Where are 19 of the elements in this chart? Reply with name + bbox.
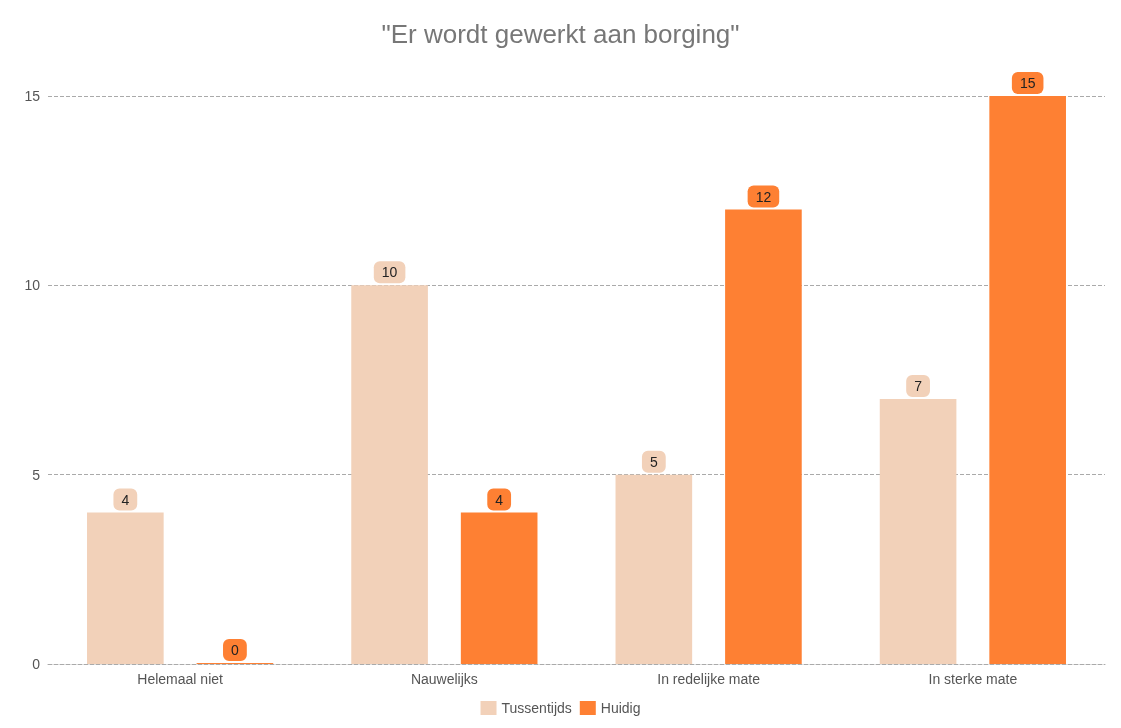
legend-label: Tussentijds <box>501 700 572 716</box>
data-label: 10 <box>381 264 398 281</box>
data-label: 15 <box>1019 75 1036 91</box>
data-label: 4 <box>121 491 130 508</box>
data-label: 5 <box>649 453 658 470</box>
y-tick-label: 5 <box>32 466 41 483</box>
data-label: 4 <box>495 491 504 508</box>
data-label: 12 <box>755 188 772 205</box>
data-label: 7 <box>914 377 923 394</box>
legend-label: Huidig <box>600 700 641 716</box>
x-tick-label: Nauwelijks <box>410 671 478 687</box>
y-tick-label: 15 <box>24 88 41 104</box>
x-tick-label: In redelijke mate <box>657 671 761 687</box>
x-tick-label: In sterke mate <box>928 671 1018 687</box>
x-tick-label: Helemaal niet <box>137 671 224 687</box>
y-tick-label: 10 <box>24 277 41 294</box>
chart-title: "Er wordt gewerkt aan borging" <box>381 19 740 49</box>
data-label: 0 <box>231 642 240 658</box>
y-tick-label: 0 <box>32 656 41 672</box>
